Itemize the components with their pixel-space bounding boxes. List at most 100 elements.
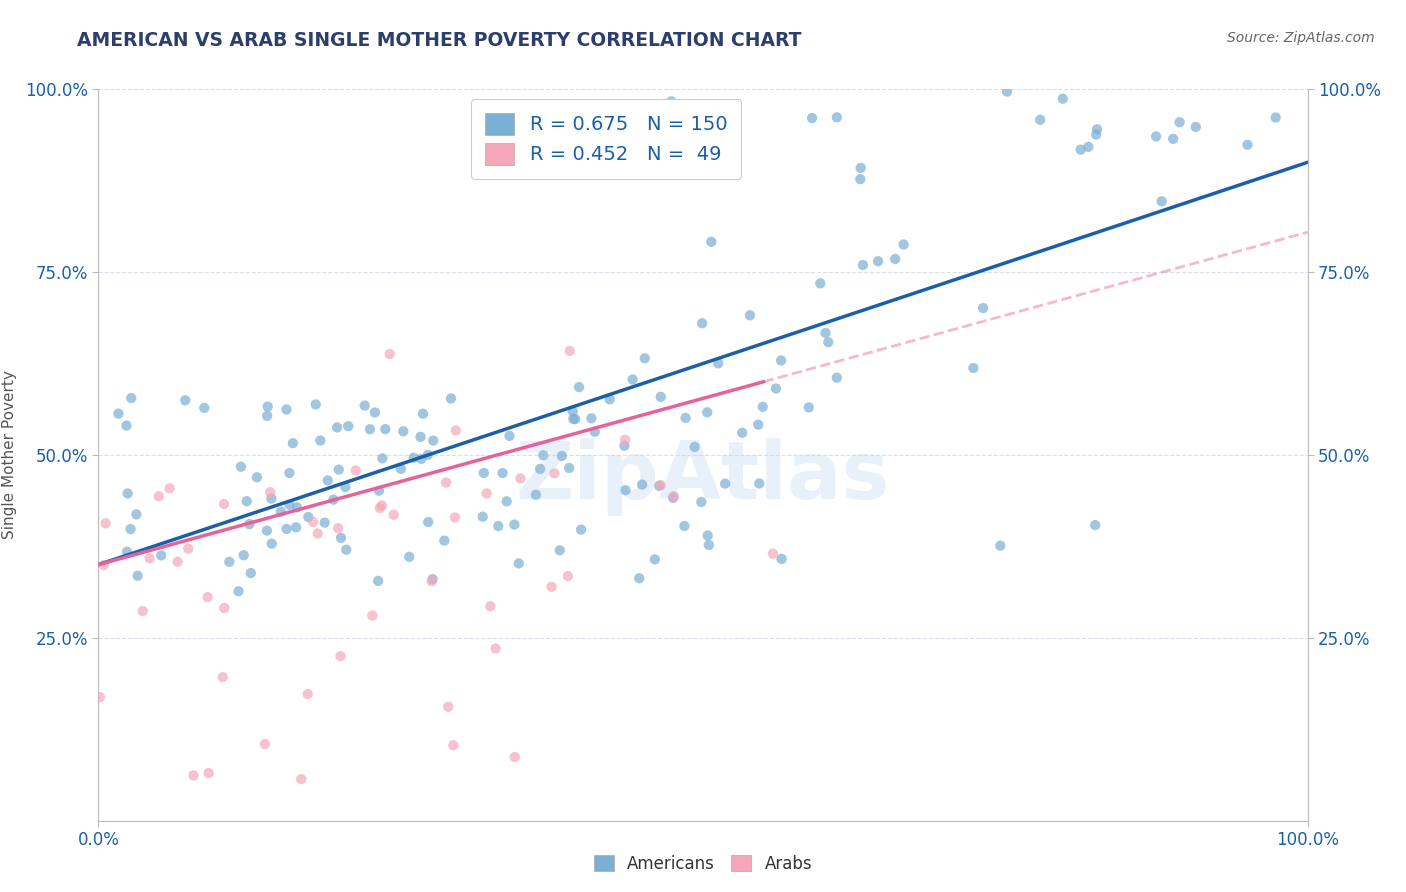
Point (696, 528, 718, 542)
Legend: R = 0.675   N = 150, R = 0.452   N =  49: R = 0.675 N = 150, R = 0.452 N = 49 (471, 99, 741, 178)
Point (475, 486, 498, 500)
Point (498, 429, 520, 443)
Point (392, 424, 415, 438)
Point (437, 699, 460, 714)
Point (852, 258, 875, 272)
Point (884, 252, 907, 266)
Point (270, 505, 292, 519)
Point (849, 161, 872, 175)
Point (309, 434, 332, 448)
Point (696, 405, 718, 419)
Point (564, 412, 586, 426)
Point (183, 768, 205, 782)
Point (558, 343, 581, 358)
Point (326, 420, 349, 434)
Point (117, 486, 139, 500)
Point (329, 649, 352, 664)
Point (540, 580, 562, 594)
Legend: Americans, Arabs: Americans, Arabs (586, 848, 820, 880)
Point (801, 111, 824, 125)
Point (371, 499, 394, 513)
Point (314, 516, 336, 530)
Point (382, 508, 405, 522)
Point (662, 491, 685, 505)
Point (747, 417, 769, 432)
Point (278, 466, 301, 480)
Point (770, 353, 793, 368)
Point (246, 470, 269, 484)
Point (166, 555, 188, 569)
Point (420, 574, 443, 588)
Point (174, 393, 197, 408)
Text: AMERICAN VS ARAB SINGLE MOTHER POVERTY CORRELATION CHART: AMERICAN VS ARAB SINGLE MOTHER POVERTY C… (77, 31, 801, 50)
Point (524, 488, 547, 502)
Point (972, 301, 994, 315)
Point (738, 309, 761, 323)
Point (1185, 120, 1208, 134)
Point (115, 418, 138, 433)
Point (93, 558, 115, 573)
Point (631, 477, 654, 491)
Point (232, 548, 254, 562)
Point (398, 549, 420, 564)
Point (409, 430, 432, 444)
Point (132, 604, 155, 618)
Point (371, 451, 394, 466)
Point (808, 277, 831, 291)
Point (675, 410, 697, 425)
Point (531, 448, 554, 462)
Point (509, 471, 531, 485)
Point (683, 440, 706, 454)
Point (569, 523, 592, 537)
Point (1052, 92, 1074, 106)
Point (1070, 143, 1092, 157)
Point (1085, 128, 1108, 142)
Point (378, 347, 401, 361)
Point (495, 494, 517, 508)
Point (1168, 115, 1191, 129)
Point (441, 739, 464, 753)
Point (150, 549, 173, 563)
Point (353, 399, 375, 413)
Point (253, 737, 276, 751)
Point (825, 111, 848, 125)
Point (256, 524, 278, 538)
Point (648, 479, 671, 493)
Point (1029, 112, 1052, 127)
Point (218, 555, 240, 569)
Point (297, 510, 319, 524)
Point (503, 517, 526, 532)
Point (1236, 137, 1258, 152)
Point (433, 533, 456, 548)
Point (337, 419, 360, 434)
Point (229, 459, 252, 474)
Point (558, 461, 581, 475)
Point (281, 436, 304, 450)
Point (259, 485, 281, 500)
Point (322, 492, 344, 507)
Point (285, 500, 308, 515)
Point (868, 254, 890, 268)
Point (278, 498, 301, 512)
Point (260, 491, 283, 506)
Point (557, 569, 579, 583)
Point (297, 687, 319, 701)
Text: Source: ZipAtlas.com: Source: ZipAtlas.com (1227, 31, 1375, 45)
Point (613, 439, 636, 453)
Point (214, 601, 236, 615)
Point (256, 409, 278, 423)
Point (650, 478, 672, 492)
Point (368, 483, 391, 498)
Point (614, 433, 637, 447)
Point (690, 316, 713, 330)
Point (849, 172, 872, 186)
Point (548, 543, 571, 558)
Point (125, 508, 148, 522)
Point (440, 392, 463, 406)
Point (412, 407, 434, 421)
Point (690, 495, 713, 509)
Point (193, 401, 215, 415)
Point (389, 462, 412, 476)
Point (688, 98, 710, 112)
Point (416, 448, 439, 462)
